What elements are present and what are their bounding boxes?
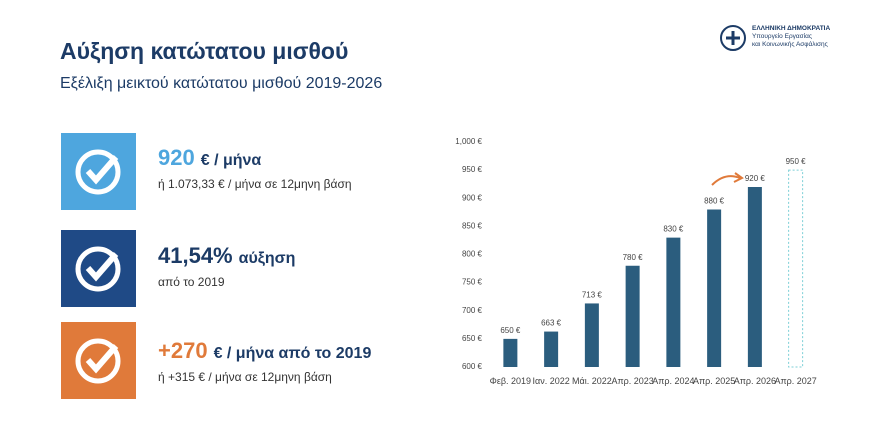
value-label: 650 € [500, 326, 521, 335]
x-tick-label: Απρ. 2026 [733, 376, 777, 386]
trend-arrow-head [733, 172, 744, 183]
card-note: ή +315 € / μήνα σε 12μηνη βάση [158, 370, 332, 384]
y-tick-label: 700 € [462, 306, 483, 315]
y-tick-label: 950 € [462, 165, 483, 174]
y-tick-label: 600 € [462, 362, 483, 371]
x-tick-label: Μάι. 2022 [572, 376, 612, 386]
y-tick-label: 650 € [462, 334, 483, 343]
y-tick-label: 850 € [462, 221, 483, 230]
value-label: 713 € [582, 291, 603, 300]
card-unit: αύξηση [238, 250, 296, 267]
card-value: 41,54% [158, 243, 233, 268]
check-icon [61, 230, 136, 307]
value-label: 950 € [786, 157, 807, 166]
subtitle: Εξέλιξη μεικτού κατώτατου μισθού 2019-20… [60, 75, 383, 92]
trend-arrow [711, 175, 741, 186]
bar [625, 265, 640, 367]
title: Αύξηση κατώτατου μισθού [60, 38, 349, 64]
logo-emblem [720, 25, 746, 51]
logo-text: ΕΛΛΗΝΙΚΗ ΔΗΜΟΚΡΑΤΙΑ Υπουργείο Εργασίας κ… [752, 25, 830, 49]
value-label: 830 € [663, 225, 684, 234]
x-tick-label: Απρ. 2024 [652, 376, 695, 386]
card: 920 € / μήνα ή 1.073,33 € / μήνα σε 12μην… [158, 145, 352, 191]
x-tick-label: Ιαν. 2022 [532, 376, 570, 386]
card-note: ή 1.073,33 € / μήνα σε 12μηνη βάση [158, 177, 352, 191]
card-value: 920 [158, 145, 195, 170]
check-icon [61, 322, 136, 399]
y-tick-label: 900 € [462, 193, 483, 202]
bar [503, 338, 518, 367]
value-label: 780 € [623, 253, 644, 262]
logo-cross [726, 31, 740, 45]
value-label: 920 € [745, 174, 766, 183]
y-tick-label: 750 € [462, 278, 483, 287]
card: +270 € / μήνα από το 2019 ή +315 € / μήνα… [158, 338, 371, 384]
bar [747, 187, 762, 367]
logo-line: ΕΛΛΗΝΙΚΗ ΔΗΜΟΚΡΑΤΙΑ [752, 25, 831, 32]
bar [544, 331, 559, 367]
y-tick-label: 1,000 € [455, 137, 482, 146]
card-unit: € / μήνα [200, 152, 262, 169]
x-tick-label: Φεβ. 2019 [489, 376, 532, 386]
card-note: από το 2019 [158, 275, 225, 289]
logo-line: και Κοινωνικής Ασφάλισης [752, 41, 828, 48]
y-tick-label: 800 € [462, 250, 483, 259]
x-tick-label: Απρ. 2023 [611, 376, 654, 386]
value-label: 663 € [541, 319, 562, 328]
card: 41,54% αύξηση από το 2019 [158, 243, 295, 289]
x-tick-label: Απρ. 2025 [692, 376, 736, 386]
bar [707, 209, 722, 367]
x-tick-label: Απρ. 2027 [774, 376, 817, 386]
card-value: +270 [158, 338, 208, 363]
card-unit: € / μήνα από το 2019 [213, 345, 372, 362]
logo-line: Υπουργείο Εργασίας [752, 33, 812, 40]
bar [666, 237, 681, 367]
check-icon [61, 133, 136, 210]
bar [788, 169, 804, 368]
value-label: 880 € [704, 197, 725, 206]
bar [584, 303, 599, 367]
